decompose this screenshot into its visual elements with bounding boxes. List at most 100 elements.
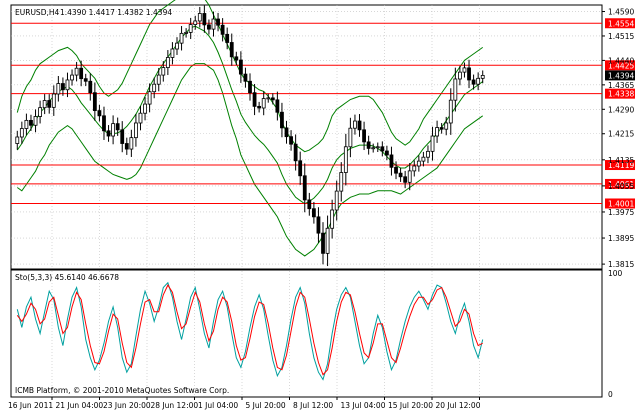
candle-body (152, 83, 157, 93)
candle-body (225, 33, 230, 43)
candle-body (234, 56, 239, 61)
candle-body (188, 24, 193, 33)
time-axis: 16 Jun 2011 21 Jun 04:00 23 Jun 20:00 28 Ju… (8, 397, 481, 410)
current-price-label: 1.4394 (608, 71, 634, 80)
candle-body (448, 99, 453, 124)
time-tick-label: 23 Jun 20:00 (103, 401, 151, 410)
stoch-tick-label: 0 (608, 390, 613, 399)
candle-body (407, 170, 412, 183)
time-tick-label: 20 Jul 12:00 (436, 401, 481, 410)
stoch-tick-label: 100 (608, 269, 623, 278)
candle-body (56, 83, 61, 95)
candle-body (366, 141, 371, 149)
candle-body (289, 136, 293, 145)
price-tick-label: 1.4055 (608, 182, 634, 191)
candle-body (480, 75, 485, 79)
candle-body (426, 150, 430, 158)
price-tick-label: 1.3815 (608, 260, 634, 269)
time-tick-label: 1 Jul 04:00 (198, 401, 238, 410)
candle-body (325, 227, 330, 254)
price-tick-label: 1.4215 (608, 130, 634, 139)
candle-body (88, 80, 93, 94)
candle-body (398, 172, 403, 178)
candle-body (339, 172, 344, 192)
candle-body (193, 20, 198, 25)
candle-body (444, 122, 449, 130)
candle-body (353, 120, 357, 129)
level-tag-label: 1.4061 (608, 180, 634, 189)
time-tick-label: 28 Jun 12:00 (151, 401, 199, 410)
candle-body (270, 97, 275, 101)
copyright-text: ICMB Platform, © 2001-2010 MetaQuotes So… (15, 386, 229, 395)
price-tick-label: 1.3975 (608, 208, 634, 217)
candle-body (51, 93, 56, 108)
price-tick-label: 1.4290 (608, 105, 634, 114)
candle-body (19, 128, 24, 138)
candle-body (266, 97, 271, 100)
candle-body (348, 127, 353, 148)
candle-body (467, 67, 471, 81)
candle-body (207, 24, 211, 30)
candle-body (29, 119, 33, 126)
stochastic-label: Sto(5,3,3) 45.6140 46.6678 (15, 273, 119, 282)
time-tick-label: 13 Jul 04:00 (341, 401, 386, 410)
candle-body (79, 67, 84, 80)
stochastic-lines (16, 281, 484, 381)
candle-body (165, 57, 170, 68)
candle-body (307, 199, 312, 210)
time-tick-label: 21 Jun 04:00 (56, 401, 104, 410)
candle-body (102, 115, 106, 132)
stochastic-axis: 100 0 (608, 269, 623, 399)
candle-body (42, 100, 47, 109)
chart-header-ohlc: 1.4390 1.4417 1.4382 1.4394 (60, 8, 172, 17)
price-panel (10, 4, 603, 270)
candle-body (106, 130, 111, 137)
candle-body (129, 137, 134, 150)
candle-body (120, 129, 125, 144)
candle-body (111, 123, 116, 137)
candle-body (61, 83, 65, 91)
price-grid (11, 5, 602, 269)
candle-body (248, 80, 252, 94)
candle-body (330, 209, 335, 229)
candle-body (343, 146, 348, 173)
candle-body (389, 154, 394, 168)
candle-body (252, 92, 257, 107)
candle-body (243, 73, 248, 82)
candle-body (380, 146, 385, 152)
time-tick-label: 5 Jul 20:00 (246, 401, 286, 410)
candle-body (298, 160, 303, 177)
candle-body (476, 77, 481, 85)
level-tag-label: 1.4119 (608, 161, 634, 170)
candle-body (462, 67, 467, 73)
candle-body (24, 119, 29, 129)
candle-body (161, 67, 166, 76)
candle-body (435, 127, 439, 137)
candle-body (430, 135, 435, 152)
price-tick-label: 1.4440 (608, 56, 634, 65)
candle-body (33, 116, 38, 126)
chart-header-symbol: EURUSD,H4 (15, 8, 59, 17)
candle-body (257, 105, 262, 109)
level-tag (605, 60, 635, 71)
candle-body (38, 107, 42, 117)
candle-body (458, 71, 462, 80)
candle-body (202, 13, 207, 26)
candle-body (70, 74, 74, 81)
candle-body (321, 232, 325, 254)
candle-body (403, 176, 408, 183)
level-tag (605, 88, 635, 99)
candle-body (371, 147, 376, 150)
candle-body (280, 111, 284, 129)
price-tick-label: 1.3895 (608, 234, 634, 243)
candle-body (83, 78, 88, 82)
candle-body (184, 31, 189, 34)
time-tick-label: 8 Jul 12:00 (293, 401, 333, 410)
level-tag (605, 160, 635, 171)
candle-body (284, 127, 289, 138)
price-axis: 1.4590 1.4515 1.4440 1.4365 1.4290 1.4215 1.41… (602, 8, 634, 269)
candle-body (362, 129, 366, 143)
candle-body (375, 146, 380, 149)
candle-body (334, 190, 339, 211)
candle-body (261, 98, 266, 109)
